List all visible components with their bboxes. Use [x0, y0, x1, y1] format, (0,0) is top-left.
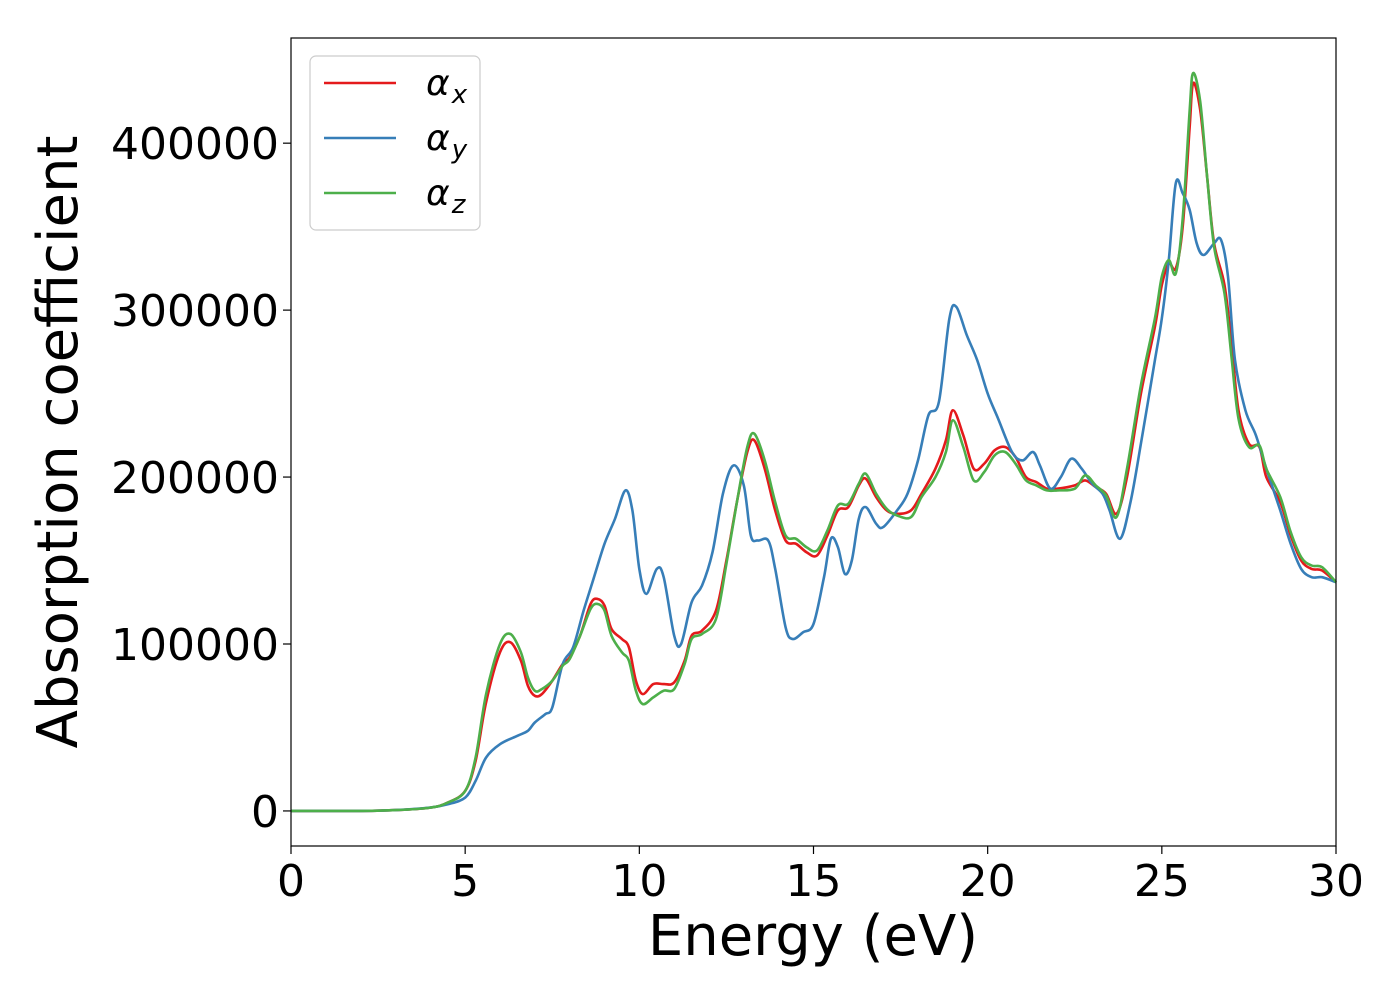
series-layer	[290, 71, 1337, 813]
x-tick-label: 0	[277, 856, 305, 907]
y-tick-label: 300000	[111, 286, 279, 337]
y-tick-label: 400000	[111, 119, 279, 170]
y-tick-label: 100000	[111, 620, 279, 671]
x-tick-label: 10	[611, 856, 667, 907]
x-axis: 0 5 10 15 20 25 30	[277, 846, 1364, 907]
x-tick-label: 5	[451, 856, 479, 907]
y-axis-title: Absorption coefficient	[26, 136, 91, 749]
series-line-z	[290, 71, 1337, 813]
x-tick-label: 25	[1134, 856, 1190, 907]
y-tick-label: 0	[251, 787, 279, 838]
x-tick-label: 15	[786, 856, 842, 907]
x-tick-label: 20	[960, 856, 1016, 907]
legend-box	[309, 55, 481, 231]
y-axis: 0 100000 200000 300000 400000	[111, 119, 291, 838]
x-axis-title: Energy (eV)	[648, 904, 978, 969]
series-line-y	[290, 178, 1337, 813]
y-tick-label: 200000	[111, 453, 279, 504]
x-tick-label: 30	[1308, 856, 1364, 907]
